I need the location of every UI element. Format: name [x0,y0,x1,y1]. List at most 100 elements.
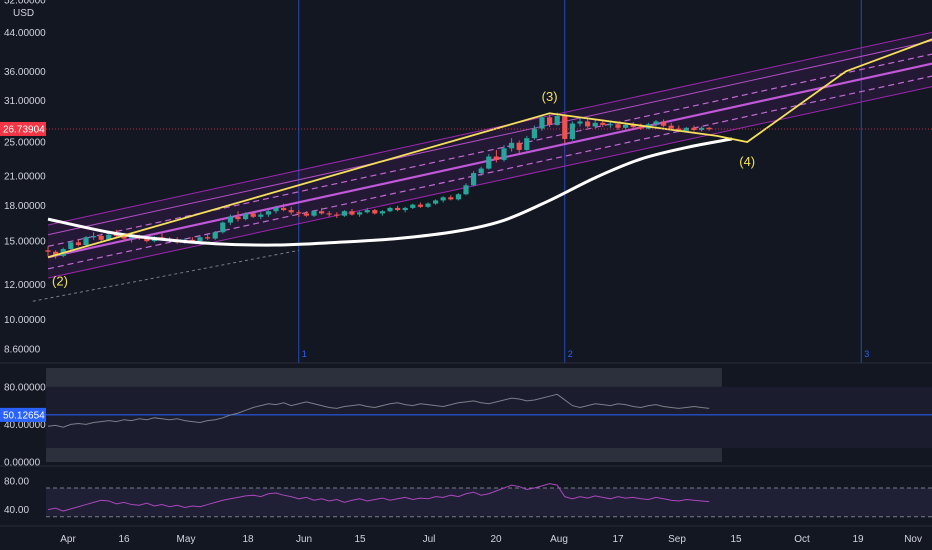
candle-body [417,204,423,207]
candle-body [516,142,522,150]
currency-label: USD [13,8,34,19]
white-curve-path [47,137,733,247]
candle-body [319,211,325,214]
candle-body [212,232,218,239]
candle-body [243,213,249,220]
candle-body [547,117,553,125]
candle-body [281,207,287,211]
candle-71 [585,118,591,128]
candle-33 [296,210,302,217]
price-axis[interactable]: 52.00000 44.00000 36.00000 31.00000 25.00000… [0,0,46,355]
candle-body [554,115,560,125]
candle-5 [83,235,89,247]
wave-path [47,38,932,259]
candle-63 [524,135,530,151]
candle-body [227,216,233,223]
candle-28 [258,212,264,220]
price-pane[interactable]: 123 (2)(3)(4)(5) [32,0,932,363]
price-tick-label: 21.00000 [4,171,46,182]
candle-body [364,210,370,213]
oscillator-value-label: 50.12654 [3,410,45,421]
candle-81 [661,119,667,128]
candle-82 [668,122,674,130]
candle-34 [303,211,309,217]
rsi-axis-ticks: 80.00 40.00 [4,476,29,516]
candle-body [630,124,636,128]
oscillator-axis-ticks: 80.00000 40.00000 0.00000 [4,382,46,468]
elliott-waves: (2)(3)(4)(5) [47,38,932,288]
candle-32 [288,206,294,215]
candle-body [706,127,712,130]
rsi-line [47,483,710,512]
candle-60 [501,145,507,162]
candle-body [45,250,51,252]
candle-47 [402,206,408,213]
candle-body [220,222,226,233]
oscillator-tick-label: 80.00000 [4,382,46,393]
candle-86 [699,126,705,132]
candle-body [341,211,347,216]
time-tick-label: Jul [423,534,436,545]
candle-65 [539,115,545,131]
time-axis[interactable]: Apr 16 May 18 Jun 15 Jul 20 Aug 17 Sep 15 Oct 19 Nov [60,534,922,545]
rsi-pane[interactable]: 80.00 40.00 [4,476,932,518]
price-tick-label: 10.00000 [4,315,46,326]
candle-22 [212,231,218,240]
candle-29 [265,210,271,217]
candle-body [433,200,439,204]
oscillator-tick-label: 40.00000 [4,420,46,431]
candle-body [311,211,317,216]
candle-42 [364,207,370,214]
candle-body [273,207,279,212]
candle-46 [395,205,401,212]
candle-body [638,127,644,129]
time-tick-label: Apr [60,534,76,545]
candle-57 [478,166,484,176]
price-tick-label: 36.00000 [4,67,46,78]
rsi-band [46,488,932,517]
candle-body [463,185,469,195]
candle-body [410,204,416,208]
candle-body [288,210,294,213]
candle-body [653,121,659,125]
candle-body [205,237,211,239]
candle-body [129,237,135,239]
candle-69 [569,121,575,141]
candle-body [448,197,454,200]
price-tick-label: 8.60000 [4,344,41,355]
oscillator-pane[interactable]: 80.00000 40.00000 0.00000 50.12654 [0,368,932,469]
candle-body [607,124,613,126]
candle-54 [455,193,461,201]
candle-body [250,213,256,217]
candle-body [615,124,621,128]
candle-25 [235,211,241,222]
candle-44 [379,210,385,216]
time-tick-label: 20 [490,534,502,545]
candle-61 [509,138,515,152]
candle-body [98,235,104,240]
candle-body [121,235,127,239]
candle-body [562,115,568,139]
candle-39 [341,210,347,217]
candle-body [235,216,241,220]
candle-body [699,127,705,130]
time-tick-label: Nov [904,534,922,545]
channel-line-2 [47,40,932,236]
candle-27 [250,211,256,218]
candle-56 [471,171,477,187]
price-tick-label: 12.00000 [4,280,46,291]
candle-body [661,121,667,126]
oscillator-mid-band [46,386,932,448]
candle-body [478,168,484,174]
candle-68 [562,113,568,144]
candle-body [592,122,598,127]
candle-3 [68,241,74,251]
candle-body [486,156,492,169]
candle-52 [440,196,446,203]
time-tick-label: Aug [550,534,568,545]
candle-body [531,128,537,139]
candle-body [440,197,446,201]
wave-label-3: (3) [542,89,558,104]
candle-66 [547,114,553,128]
